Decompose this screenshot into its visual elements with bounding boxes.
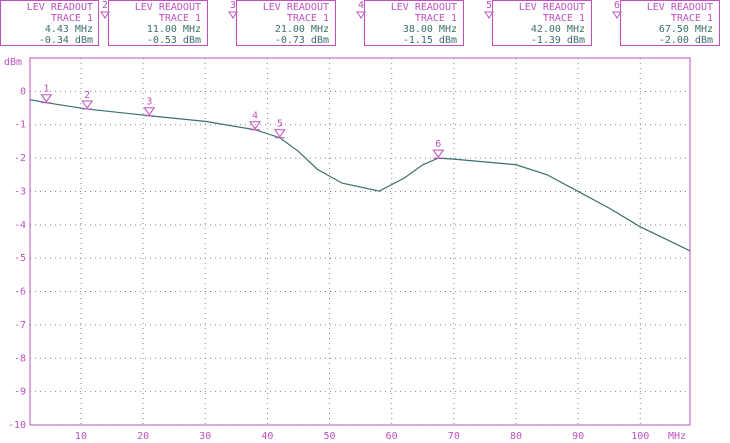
readout-trace: TRACE 1 [415,13,457,24]
readout-title: LEV READOUT [647,2,713,13]
readout-trace: TRACE 1 [51,13,93,24]
readout-number: 3 [230,0,236,11]
x-tick-label: 30 [199,431,211,442]
x-tick-label: 90 [572,431,584,442]
y-tick-label: -5 [14,253,26,264]
readout-title: LEV READOUT [519,2,585,13]
readout-freq: 21.00 MHz [275,24,329,35]
y-tick-label: -6 [14,287,26,298]
marker [40,94,53,104]
marker [432,149,445,159]
readout-number: 4 [358,0,364,11]
marker-label: 1 [43,84,49,95]
readout-title: LEV READOUT [27,2,93,13]
readout-trace: TRACE 1 [671,13,713,24]
x-tick-label: 100 [631,431,649,442]
readout-triangle [356,11,366,19]
marker [143,107,156,117]
y-tick-label: -9 [14,387,26,398]
x-unit: MHz [668,431,686,442]
readout-box [0,0,99,46]
y-tick-label: -1 [14,120,26,131]
y-tick-label: -8 [14,353,26,364]
readout-level: -0.53 dBm [147,35,201,46]
readout-level: -0.34 dBm [39,35,93,46]
x-tick-label: 60 [386,431,398,442]
y-tick-label: -3 [14,186,26,197]
readout-title: LEV READOUT [263,2,329,13]
readout-freq: 11.00 MHz [147,24,201,35]
readout-box [236,0,336,46]
readout-triangle [100,11,110,19]
readout-box [108,0,208,46]
readout-box [364,0,464,46]
marker-label: 2 [84,90,90,101]
readout-freq: 38.00 MHz [403,24,457,35]
readout-title: LEV READOUT [135,2,201,13]
x-tick-label: 40 [261,431,273,442]
marker-label: 4 [252,111,258,122]
readout-triangle [484,11,494,19]
readout-freq: 4.43 MHz [45,24,93,35]
y-tick-label: -10 [8,420,26,431]
readout-trace: TRACE 1 [287,13,329,24]
x-tick-label: 10 [75,431,87,442]
marker-label: 3 [146,97,152,108]
readout-freq: 42.00 MHz [531,24,585,35]
marker [249,121,261,131]
marker-label: 5 [277,119,283,130]
y-tick-label: -4 [14,220,26,231]
readout-number: 5 [486,0,492,11]
readout-level: -1.39 dBm [531,35,585,46]
y-tick-label: -2 [14,153,26,164]
x-tick-label: 50 [324,431,336,442]
x-tick-label: 80 [510,431,522,442]
readout-title: LEV READOUT [391,2,457,13]
marker-label: 6 [435,139,441,150]
y-tick-label: -7 [14,320,26,331]
y-tick-label: 0 [20,86,26,97]
trace-line [29,99,691,252]
readout-box [620,0,720,46]
readout-freq: 67.50 MHz [659,24,713,35]
readout-trace: TRACE 1 [543,13,585,24]
marker [81,100,94,110]
y-unit: dBm [4,57,22,68]
readout-triangle [228,11,238,19]
x-tick-label: 20 [137,431,149,442]
readout-box [492,0,592,46]
readout-level: -1.15 dBm [403,35,457,46]
readout-level: -0.73 dBm [275,35,329,46]
marker [273,129,286,139]
readout-triangle [612,11,622,19]
x-tick-label: 70 [448,431,460,442]
readout-number: 6 [614,0,620,11]
readout-level: -2.00 dBm [659,35,713,46]
readout-trace: TRACE 1 [159,13,201,24]
readout-number: 2 [102,0,108,11]
